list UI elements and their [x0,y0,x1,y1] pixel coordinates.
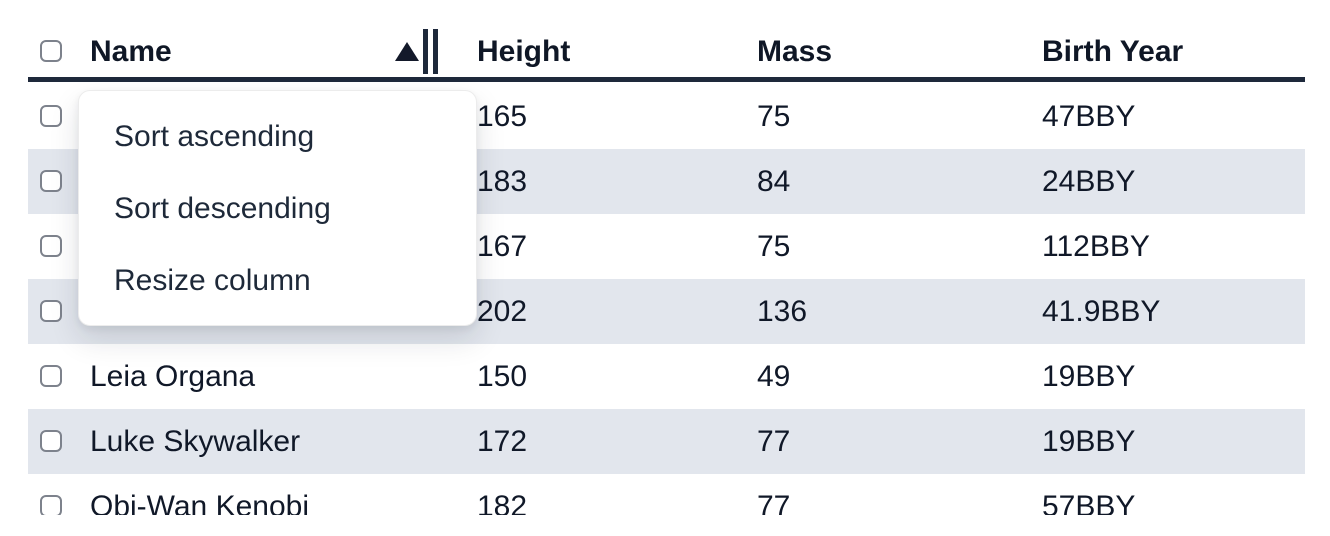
cell-birth-year: 41.9BBY [1042,295,1161,328]
cell-height: 202 [477,295,528,328]
column-context-menu: Sort ascending Sort descending Resize co… [78,90,477,326]
sort-ascending-triangle-icon[interactable] [395,42,419,61]
cell-mass: 75 [757,230,791,263]
column-header-name[interactable]: Name [90,35,172,68]
cell-height: 150 [477,360,528,393]
cell-name: Obi-Wan Kenobi [90,490,309,515]
row-checkbox[interactable] [40,365,62,387]
cell-height: 183 [477,165,528,198]
row-checkbox[interactable] [40,430,62,452]
cell-birth-year: 24BBY [1042,165,1136,198]
cell-mass: 77 [757,490,791,515]
row-checkbox[interactable] [40,105,62,127]
cell-height: 167 [477,230,528,263]
context-menu-item[interactable]: Sort ascending [114,120,315,153]
table-row: Luke Skywalker 172 77 19BBY [28,409,1305,474]
cell-height: 172 [477,425,528,458]
cell-height: 182 [477,490,528,515]
row-checkbox[interactable] [40,170,62,192]
table-body: 165 75 47BBY 183 84 24BBY 167 75 112BBY … [28,84,1305,515]
cell-mass: 49 [757,360,791,393]
row-checkbox[interactable] [40,235,62,257]
cell-birth-year: 19BBY [1042,360,1136,393]
cell-name: Luke Skywalker [90,425,301,458]
cell-mass: 75 [757,100,791,133]
select-all-checkbox[interactable] [40,40,62,62]
cell-name: Leia Organa [90,360,256,393]
table-header-row: Name Height Mass Birth Year [28,0,1305,82]
context-menu-item[interactable]: Resize column [114,264,311,297]
cell-birth-year: 112BBY [1042,230,1150,263]
cell-height: 165 [477,100,528,133]
cell-birth-year: 47BBY [1042,100,1136,133]
column-header-height[interactable]: Height [477,35,571,68]
column-header-mass[interactable]: Mass [757,35,833,68]
column-resize-handle-icon[interactable] [423,29,438,74]
cell-mass: 84 [757,165,791,198]
row-checkbox[interactable] [40,300,62,322]
cell-mass: 77 [757,425,791,458]
column-header-birth-year[interactable]: Birth Year [1042,35,1184,68]
data-table: Name Height Mass Birth Year 165 75 47BBY… [28,0,1305,515]
cell-birth-year: 19BBY [1042,425,1136,458]
table-row: Obi-Wan Kenobi 182 77 57BBY [28,474,1305,515]
row-checkbox[interactable] [40,495,62,515]
cell-mass: 136 [757,295,808,328]
context-menu-item[interactable]: Sort descending [114,192,331,225]
cell-birth-year: 57BBY [1042,490,1136,515]
table-row: Leia Organa 150 49 19BBY [28,344,1305,409]
